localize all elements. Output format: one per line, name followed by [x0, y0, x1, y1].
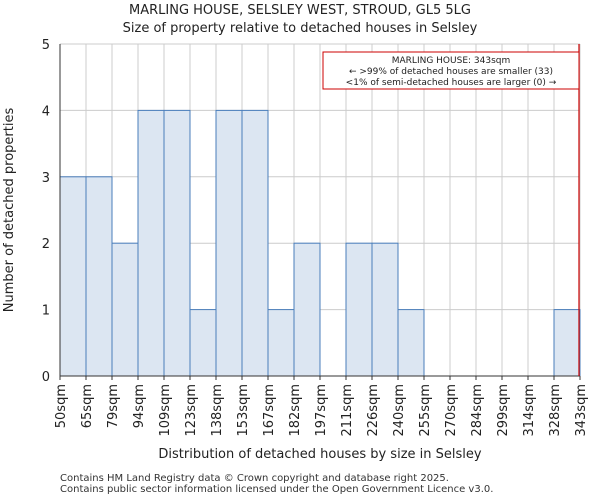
bar-182sqm — [293, 242, 321, 377]
x-tick-label: 167sqm — [262, 384, 277, 437]
x-tick-label: 226sqm — [366, 384, 381, 437]
x-tick-label: 153sqm — [236, 384, 251, 437]
bar-240sqm — [397, 309, 425, 377]
y-axis-label: Number of detached properties — [2, 108, 17, 313]
y-tick-label: 4 — [42, 104, 50, 119]
x-tick-label: 138sqm — [210, 384, 225, 437]
x-tick-label: 343sqm — [574, 384, 589, 437]
x-tick-label: 197sqm — [314, 384, 329, 437]
x-tick-label: 314sqm — [522, 384, 537, 437]
bar-79sqm — [111, 242, 139, 377]
x-tick-label: 109sqm — [158, 384, 173, 437]
annotation-line-3: <1% of semi-detached houses are larger (… — [346, 78, 557, 88]
bar-123sqm — [189, 309, 217, 377]
annotation-box: MARLING HOUSE: 343sqm ← >99% of detached… — [322, 51, 580, 90]
bar-167sqm — [267, 309, 295, 377]
footer-licence: Contains public sector information licen… — [60, 484, 494, 495]
x-axis-label: Distribution of detached houses by size … — [158, 447, 481, 462]
x-tick-label: 328sqm — [548, 384, 563, 437]
bar-138sqm — [215, 109, 243, 377]
bar-328sqm — [553, 309, 581, 377]
bar-226sqm — [371, 242, 399, 377]
bar-211sqm — [345, 242, 373, 377]
x-tick-label: 270sqm — [444, 384, 459, 437]
bar-153sqm — [241, 109, 269, 377]
y-tick-label: 5 — [42, 38, 50, 53]
histogram-chart: 0 1 2 3 4 5 50sqm 65sqm 79sqm 94sqm 109sqm 123sqm 13… — [2, 38, 589, 462]
y-tick-label: 3 — [42, 171, 50, 186]
x-tick-label: 284sqm — [470, 384, 485, 437]
x-tick-label: 182sqm — [288, 384, 303, 437]
x-tick-label: 94sqm — [132, 384, 147, 428]
annotation-line-2: ← >99% of detached houses are smaller (3… — [349, 67, 553, 77]
x-tick-label: 299sqm — [496, 384, 511, 437]
y-tick-label: 1 — [42, 304, 50, 319]
x-tick-label: 50sqm — [54, 384, 69, 428]
x-tick-label: 211sqm — [340, 384, 355, 437]
footer-copyright: Contains HM Land Registry data © Crown c… — [60, 473, 449, 484]
chart-subtitle: Size of property relative to detached ho… — [122, 21, 478, 36]
y-tick-label: 2 — [42, 237, 50, 252]
x-tick-label: 79sqm — [106, 384, 121, 428]
x-tick-label: 123sqm — [184, 384, 199, 437]
bar-50sqm — [59, 176, 87, 377]
bar-65sqm — [85, 176, 113, 377]
x-tick-label: 240sqm — [392, 384, 407, 437]
x-tick-label: 65sqm — [80, 384, 95, 428]
x-tick-label: 255sqm — [418, 384, 433, 437]
bar-94sqm — [137, 109, 165, 377]
annotation-line-1: MARLING HOUSE: 343sqm — [392, 56, 511, 66]
bar-109sqm — [163, 109, 191, 377]
chart-title: MARLING HOUSE, SELSLEY WEST, STROUD, GL5… — [129, 3, 471, 18]
y-tick-label: 0 — [42, 370, 50, 385]
